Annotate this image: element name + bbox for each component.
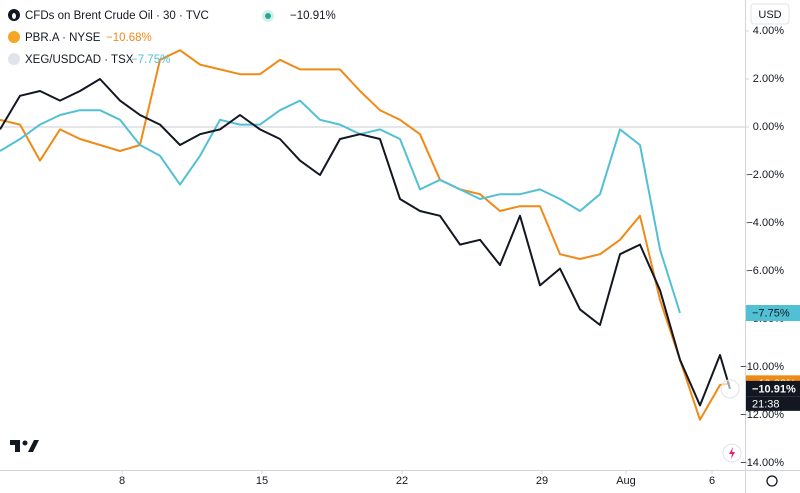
symbol-icon bbox=[8, 31, 20, 43]
x-tick-label: 15 bbox=[256, 475, 268, 487]
y-tick-label: −4.00% bbox=[746, 217, 784, 229]
legend-title: CFDs on Brent Crude Oil · 30 · TVC bbox=[25, 10, 209, 22]
series-line bbox=[0, 99, 681, 314]
x-tick-label: Aug bbox=[616, 475, 636, 487]
axes: 4.00%2.00%0.00%−2.00%−4.00%−6.00%−8.00%−… bbox=[119, 25, 800, 487]
y-tick-label: 0.00% bbox=[753, 121, 784, 133]
legend-value: −7.75% bbox=[131, 54, 170, 66]
x-tick-label: 8 bbox=[119, 475, 125, 487]
currency[interactable]: USD bbox=[758, 9, 781, 21]
logo bbox=[10, 440, 39, 452]
legend-value: −10.68% bbox=[106, 32, 152, 44]
symbol-icon bbox=[12, 13, 16, 19]
currency-box[interactable] bbox=[750, 3, 790, 25]
y-tick-label: −12.00% bbox=[740, 409, 784, 421]
legend-value: −10.91% bbox=[290, 10, 336, 22]
y-tick-label: 4.00% bbox=[753, 25, 784, 37]
status-icon bbox=[265, 13, 271, 19]
y-tick-label: −14.00% bbox=[740, 457, 784, 469]
settings-icon[interactable] bbox=[766, 475, 778, 487]
flash-icon bbox=[729, 447, 735, 459]
x-tick-label: 22 bbox=[396, 475, 408, 487]
series-line bbox=[0, 78, 731, 407]
price-tag bbox=[746, 380, 800, 397]
x-tick-label: 6 bbox=[709, 475, 715, 487]
countdown-tag bbox=[746, 396, 800, 411]
y-tick-label: −10.00% bbox=[740, 361, 784, 373]
legend-entry: PBR.A · NYSE bbox=[25, 32, 101, 44]
x-tick-label: 29 bbox=[536, 475, 548, 487]
price-tag-label: −7.75% bbox=[752, 307, 790, 319]
y-tick-label: 2.00% bbox=[753, 73, 784, 85]
legend: CFDs on Brent Crude Oil · 30 · TVC −10.9… bbox=[8, 9, 336, 66]
y-tick-label: −6.00% bbox=[746, 265, 784, 277]
price-tag-label: −10.91% bbox=[752, 383, 796, 395]
last-point bbox=[720, 379, 740, 399]
countdown: 21:38 bbox=[752, 398, 780, 410]
price-tag bbox=[746, 305, 800, 322]
plot-area bbox=[0, 49, 745, 421]
symbol-icon bbox=[8, 53, 20, 65]
legend-entry: XEG/USDCAD · TSX bbox=[25, 54, 134, 66]
series-line bbox=[0, 49, 731, 421]
y-tick-label: −2.00% bbox=[746, 169, 784, 181]
